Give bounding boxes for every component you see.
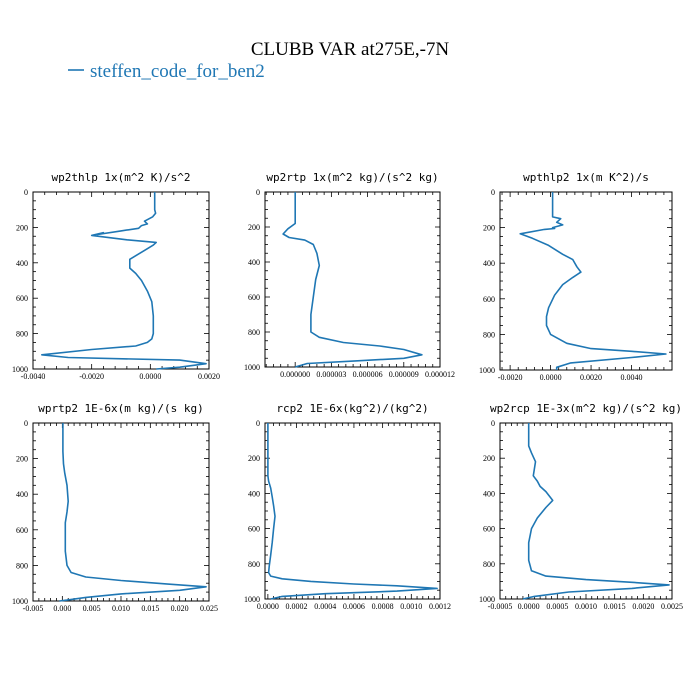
x-tick-label: 0.0015 xyxy=(604,602,626,611)
y-tick-label: 0 xyxy=(491,188,495,197)
x-tick-label: 0.005 xyxy=(83,604,101,613)
plot-frame xyxy=(32,422,210,602)
plot-frame xyxy=(499,422,673,600)
x-tick-label: 0.0010 xyxy=(575,602,597,611)
x-tick-label: 0.0000 xyxy=(540,373,562,382)
x-tick-label: 0.000006 xyxy=(353,370,383,379)
x-tick-label: 0.000012 xyxy=(425,370,455,379)
x-tick-label: 0.0012 xyxy=(429,602,451,611)
y-tick-label: 600 xyxy=(483,295,495,304)
series-line xyxy=(267,423,438,600)
legend-label: steffen_code_for_ben2 xyxy=(90,61,265,82)
x-tick-label: 0.0000 xyxy=(518,602,540,611)
y-tick-label: 200 xyxy=(248,223,260,232)
x-tick-label: 0.0020 xyxy=(632,602,654,611)
y-tick-label: 0 xyxy=(256,188,260,197)
y-tick-label: 400 xyxy=(16,259,28,268)
plot-frame xyxy=(264,422,441,600)
x-tick-label: 0.0002 xyxy=(286,602,308,611)
x-tick-label: 0.015 xyxy=(141,604,159,613)
y-tick-label: 600 xyxy=(16,526,28,535)
panel-5: wp2rcp 1E-3x(m^2 kg)/(s^2 kg) 0 200 400 600 8… xyxy=(479,402,683,611)
series-line xyxy=(519,192,667,370)
y-tick-label: 800 xyxy=(248,328,260,337)
x-tick-label: 0.0005 xyxy=(546,602,568,611)
panel-title: wp2rtp 1x(m^2 kg)/(s^2 kg) xyxy=(266,171,438,184)
y-tick-label: 600 xyxy=(483,525,495,534)
x-tick-label: 0.000009 xyxy=(389,370,419,379)
y-tick-label: 200 xyxy=(483,454,495,463)
y-tick-label: 600 xyxy=(248,525,260,534)
panel-4: rcp2 1E-6x(kg^2)/(kg^2) 0 200 400 600 800 1000… xyxy=(244,402,451,611)
y-tick-label: 1000 xyxy=(479,366,495,375)
y-tick-label: 200 xyxy=(16,223,28,232)
y-tick-label: 400 xyxy=(248,258,260,267)
x-tick-label: 0.0020 xyxy=(198,372,220,381)
x-tick-label: 0.0025 xyxy=(661,602,683,611)
x-tick-label: -0.0020 xyxy=(498,373,523,382)
x-tick-label: 0.0020 xyxy=(580,373,602,382)
y-tick-label: 1000 xyxy=(244,363,260,372)
panel-title: wp2rcp 1E-3x(m^2 kg)/(s^2 kg) xyxy=(490,402,682,415)
panel-title: wp2thlp 1x(m^2 K)/s^2 xyxy=(51,171,190,184)
x-tick-label: 0.025 xyxy=(200,604,218,613)
y-tick-label: 400 xyxy=(248,489,260,498)
panel-1: wp2rtp 1x(m^2 kg)/(s^2 kg) 0 200 400 600 800 1… xyxy=(244,171,455,379)
chart-title: CLUBB VAR at275E,-7N xyxy=(251,39,450,60)
plot-frame xyxy=(499,191,673,371)
panel-title: wpthlp2 1x(m K^2)/s xyxy=(523,171,649,184)
x-tick-label: -0.0020 xyxy=(79,372,104,381)
panel-title: wprtp2 1E-6x(m kg)/(s kg) xyxy=(38,402,204,415)
x-tick-label: 0.0000 xyxy=(257,602,279,611)
y-tick-label: 1000 xyxy=(12,365,28,374)
panel-3: wprtp2 1E-6x(m kg)/(s kg) 0 200 400 600 800 10… xyxy=(12,402,218,613)
y-tick-label: 0 xyxy=(491,419,495,428)
y-tick-label: 800 xyxy=(16,561,28,570)
y-tick-label: 200 xyxy=(483,224,495,233)
x-tick-label: -0.005 xyxy=(23,604,44,613)
x-tick-label: 0.000003 xyxy=(316,370,346,379)
x-tick-label: 0.0010 xyxy=(400,602,422,611)
series-line xyxy=(282,192,423,368)
x-tick-label: 0.0006 xyxy=(343,602,365,611)
x-tick-label: 0.000000 xyxy=(280,370,310,379)
y-tick-label: 1000 xyxy=(244,595,260,604)
y-tick-label: 600 xyxy=(16,294,28,303)
y-tick-label: 0 xyxy=(24,419,28,428)
x-tick-label: -0.0005 xyxy=(488,602,513,611)
x-tick-label: -0.0040 xyxy=(21,372,46,381)
y-tick-label: 400 xyxy=(483,259,495,268)
x-tick-label: 0.0040 xyxy=(621,373,643,382)
series-line xyxy=(522,423,670,600)
series-line xyxy=(59,423,207,602)
y-tick-label: 1000 xyxy=(479,595,495,604)
x-tick-label: 0.000 xyxy=(53,604,71,613)
y-tick-label: 0 xyxy=(24,188,28,197)
y-tick-label: 200 xyxy=(248,454,260,463)
panel-2: wpthlp2 1x(m K^2)/s 0 200 400 600 800 1000-0.0… xyxy=(479,171,673,382)
panel-title: rcp2 1E-6x(kg^2)/(kg^2) xyxy=(276,402,428,415)
x-tick-label: 0.010 xyxy=(112,604,130,613)
panel-0: wp2thlp 1x(m^2 K)/s^202004006008001000-0… xyxy=(12,171,220,381)
legend: steffen_code_for_ben2 xyxy=(68,61,265,82)
y-tick-label: 1000 xyxy=(12,597,28,606)
y-tick-label: 400 xyxy=(16,490,28,499)
y-tick-label: 400 xyxy=(483,489,495,498)
y-tick-label: 800 xyxy=(483,330,495,339)
x-tick-label: 0.0008 xyxy=(372,602,394,611)
series-line xyxy=(40,192,207,370)
y-tick-label: 0 xyxy=(256,419,260,428)
x-tick-label: 0.0000 xyxy=(139,372,161,381)
y-tick-label: 800 xyxy=(483,560,495,569)
panels: wp2thlp 1x(m^2 K)/s^202004006008001000-0… xyxy=(12,171,683,613)
x-tick-label: 0.020 xyxy=(171,604,189,613)
y-tick-label: 200 xyxy=(16,455,28,464)
y-tick-label: 600 xyxy=(248,293,260,302)
plot-frame xyxy=(264,191,441,368)
x-tick-label: 0.0004 xyxy=(314,602,336,611)
y-tick-label: 800 xyxy=(16,330,28,339)
y-tick-label: 800 xyxy=(248,560,260,569)
plot-frame xyxy=(32,191,210,370)
